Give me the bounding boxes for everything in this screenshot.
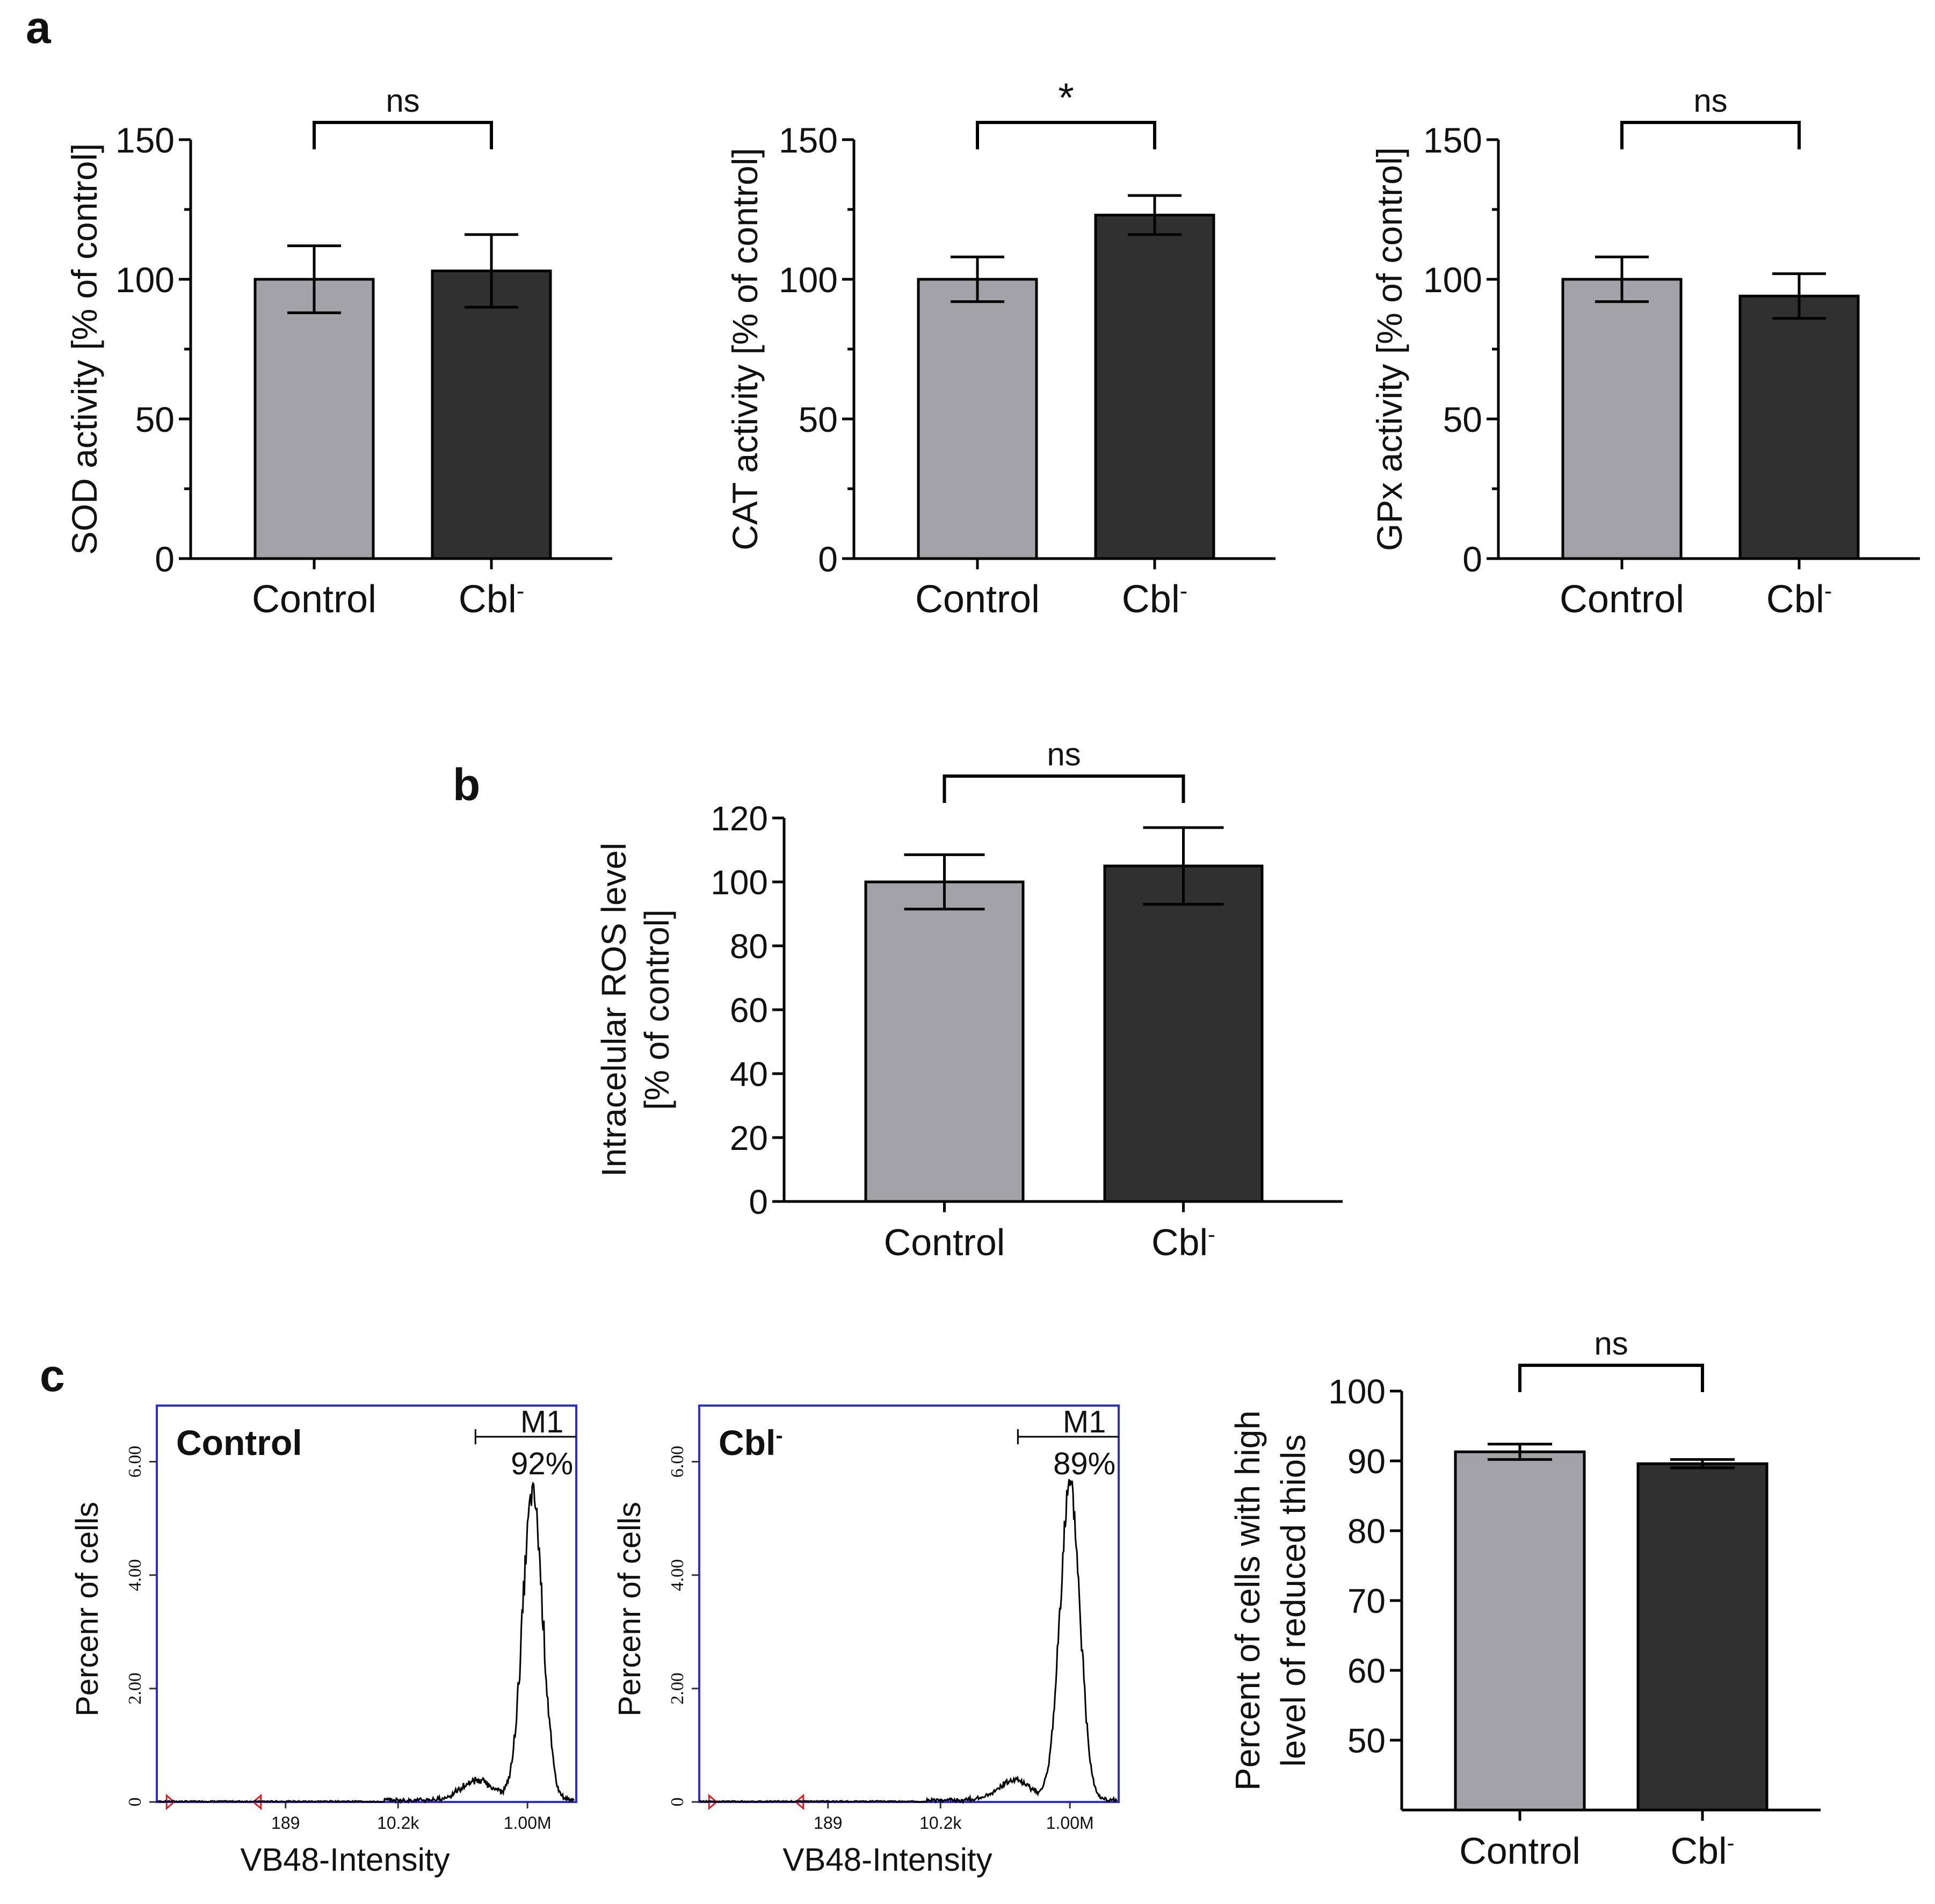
thiols-y-label: level of reduced thiols	[1274, 1434, 1313, 1767]
gpx-bar-1	[1738, 294, 1860, 560]
sod-bar-1	[431, 269, 552, 560]
gpx-x-label-1: Cbl-	[1766, 578, 1832, 621]
cat-y-tick-label: 150	[779, 120, 838, 160]
thiols-y-tick-label: 100	[1328, 1372, 1386, 1411]
sod-y-label: SOD activity [% of control]	[64, 143, 104, 555]
ros-significance-bracket	[943, 774, 1185, 803]
ros-y-tick-label: 20	[730, 1119, 768, 1157]
thiols-significance-label: ns	[1594, 1326, 1628, 1362]
cat-y-tick-label: 0	[818, 539, 838, 579]
sod-significance-label: ns	[386, 83, 419, 119]
ros-y-label: [% of control]	[637, 909, 676, 1110]
hist_control-y-label: Percenr of cells	[70, 1502, 105, 1717]
hist_control-x-label: VB48-Intensity	[240, 1842, 450, 1878]
hist_control-x-tick-label: 10.2k	[377, 1813, 419, 1833]
hist_cbl-x-tick-label: 1.00M	[1046, 1813, 1094, 1833]
hist_control-title: Control	[176, 1423, 302, 1463]
thiols-y-label: Percent of cells with high	[1228, 1410, 1267, 1791]
sod-y-tick-label: 0	[155, 539, 175, 579]
sod-y-tick-label: 150	[115, 120, 175, 160]
hist_control-gate-label: M1	[520, 1405, 564, 1439]
sod-y-tick-label: 50	[135, 400, 175, 439]
cat-significance-label: *	[1058, 75, 1074, 121]
hist_control-trace	[156, 1481, 575, 1805]
gpx-bar-0	[1561, 278, 1683, 560]
hist_cbl-x-label: VB48-Intensity	[782, 1842, 992, 1878]
hist_control-y-tick-label: 2.00	[125, 1673, 145, 1705]
histogram-control: 0 2.00 4.00 6.00 189 10.2k 1.00M M1 92% Control VB…	[70, 1405, 577, 1878]
gpx-significance-label: ns	[1693, 83, 1727, 119]
hist_cbl-y-tick-label: 2.00	[668, 1673, 687, 1705]
thiols-significance-bracket	[1518, 1364, 1704, 1392]
gpx-y-tick-label: 100	[1423, 260, 1482, 300]
hist_control-x-tick-label: 189	[271, 1813, 300, 1833]
hist_cbl-y-tick-label: 0	[668, 1798, 687, 1807]
cat-chart: 0 50 100 150 Control Cbl- * CAT activity [% of …	[725, 75, 1275, 621]
hist_cbl-x-tick-label: 10.2k	[919, 1813, 962, 1833]
gpx-y-tick-label: 0	[1462, 539, 1482, 579]
ros-y-tick-label: 60	[730, 991, 768, 1030]
gpx-y-tick-label: 50	[1443, 400, 1482, 439]
sod-chart: 0 50 100 150 Control Cbl-ns SOD activity [% of…	[64, 83, 612, 621]
hist_cbl-trace	[699, 1479, 1118, 1805]
sod-x-label-1: Cbl-	[459, 578, 524, 621]
gpx-x-label-0: Control	[1560, 578, 1684, 621]
histogram-cbl: 0 2.00 4.00 6.00 189 10.2k 1.00M M1 89% Cbl- VB48-…	[612, 1405, 1120, 1878]
ros-significance-label: ns	[1047, 736, 1081, 772]
hist_control-x-tick-label: 1.00M	[504, 1813, 552, 1833]
cat-y-tick-label: 50	[799, 400, 838, 439]
sod-bar-0	[253, 278, 375, 560]
thiols-bar-0	[1454, 1450, 1586, 1812]
thiols-chart: 50 60 70 80 90 100 Control Cbl-ns Percent of cel…	[1228, 1326, 1821, 1872]
ros-bar-1	[1103, 864, 1264, 1203]
thiols-y-tick-label: 60	[1347, 1652, 1386, 1690]
panel-label-b: b	[453, 759, 480, 810]
ros-y-label: Intracelular ROS level	[595, 843, 633, 1177]
ros-x-label-0: Control	[884, 1221, 1005, 1263]
thiols-y-tick-label: 50	[1347, 1721, 1386, 1760]
cat-bar-1	[1094, 213, 1215, 560]
hist_cbl-y-tick-label: 4.00	[668, 1559, 687, 1591]
ros-y-tick-label: 100	[711, 863, 768, 902]
gpx-y-label: GPx activity [% of control]	[1369, 147, 1409, 551]
ros-y-tick-label: 80	[730, 927, 768, 966]
panel-label-a: a	[26, 2, 52, 53]
hist_control-y-tick-label: 6.00	[125, 1446, 145, 1478]
thiols-y-tick-label: 80	[1347, 1512, 1386, 1551]
hist_control-y-tick-label: 0	[125, 1798, 145, 1807]
hist_control-gate-percent: 92%	[511, 1446, 573, 1481]
gpx-y-tick-label: 150	[1423, 120, 1482, 160]
thiols-y-tick-label: 70	[1347, 1582, 1386, 1620]
ros-chart: 0 20 40 60 80 100 120 Control Cbl-ns Intracelular…	[595, 736, 1343, 1263]
cat-bar-0	[917, 278, 1038, 560]
hist_cbl-gate-percent: 89%	[1053, 1446, 1115, 1481]
cat-x-label-1: Cbl-	[1122, 578, 1187, 621]
thiols-x-label-0: Control	[1459, 1830, 1581, 1872]
hist_cbl-y-tick-label: 6.00	[668, 1446, 687, 1478]
gpx-chart: 0 50 100 150 Control Cbl-ns GPx activity [% of…	[1369, 83, 1920, 621]
sod-y-tick-label: 100	[115, 260, 175, 300]
ros-y-tick-label: 120	[711, 799, 768, 838]
thiols-y-tick-label: 90	[1347, 1442, 1386, 1481]
sod-significance-bracket	[313, 121, 493, 149]
ros-y-tick-label: 40	[730, 1055, 768, 1094]
hist_control-y-tick-label: 4.00	[125, 1559, 145, 1591]
thiols-bar-1	[1636, 1462, 1769, 1812]
hist_cbl-x-tick-label: 189	[814, 1813, 842, 1833]
ros-x-label-1: Cbl-	[1151, 1221, 1215, 1263]
cat-x-label-0: Control	[915, 578, 1040, 621]
ros-y-tick-label: 0	[749, 1183, 768, 1221]
hist_cbl-title: Cbl-	[719, 1423, 783, 1463]
cat-significance-bracket	[976, 121, 1156, 149]
thiols-x-label-1: Cbl-	[1670, 1830, 1734, 1872]
ros-bar-0	[864, 880, 1025, 1203]
cat-y-label: CAT activity [% of control]	[725, 148, 765, 550]
hist_cbl-y-label: Percenr of cells	[612, 1502, 647, 1717]
cat-y-tick-label: 100	[779, 260, 838, 300]
gpx-significance-bracket	[1620, 121, 1801, 149]
hist_cbl-gate-label: M1	[1063, 1405, 1106, 1439]
sod-x-label-0: Control	[252, 578, 376, 621]
panel-label-c: c	[40, 1350, 65, 1401]
